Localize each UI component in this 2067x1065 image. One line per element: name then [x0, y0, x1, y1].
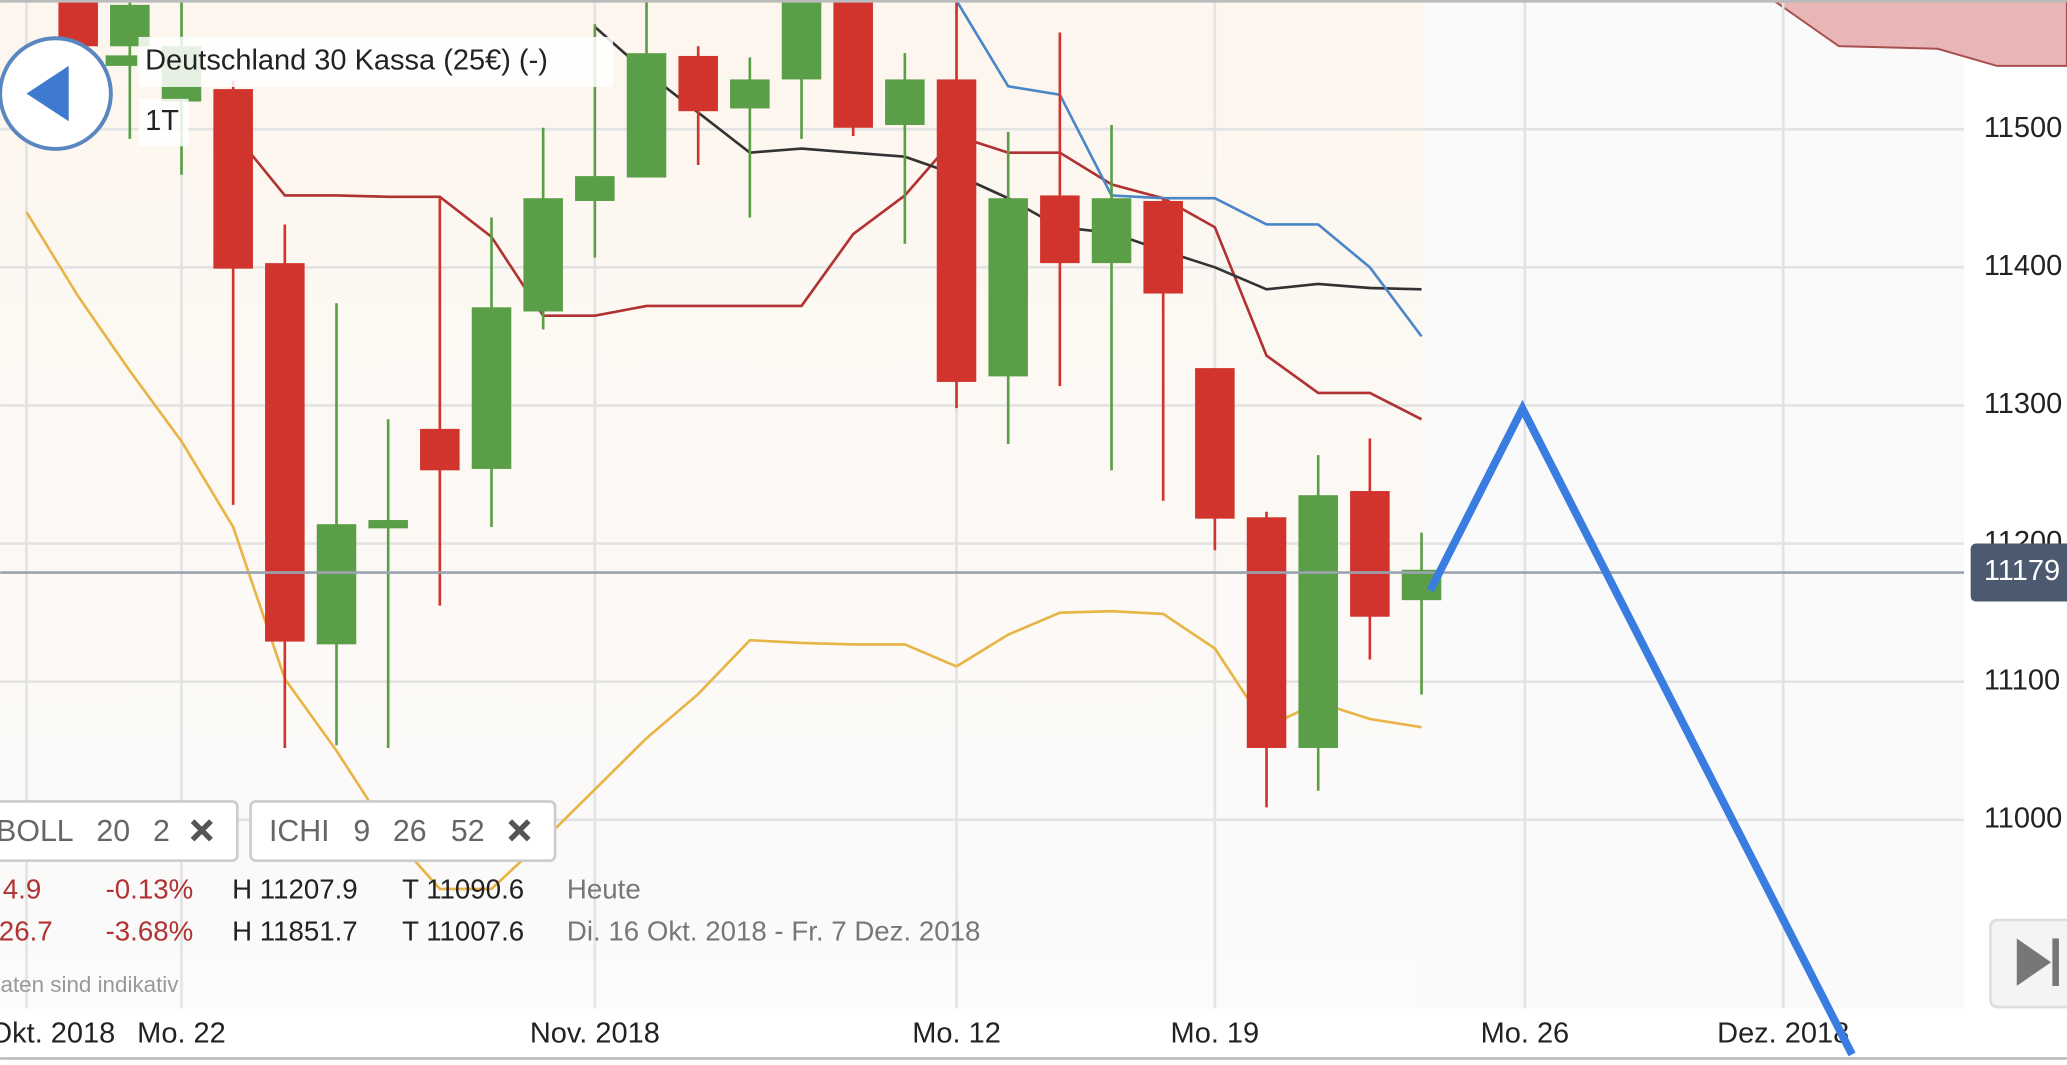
candle-body — [1040, 195, 1080, 264]
legend-icon — [105, 55, 138, 66]
indicator-param: 26 — [393, 815, 427, 848]
stat-period: Di. 16 Okt. 2018 - Fr. 7 Dez. 2018 — [567, 916, 981, 947]
candle-body — [213, 89, 253, 269]
candle-body — [1143, 200, 1183, 294]
x-tick-label: Dez. 2018 — [1717, 1017, 1849, 1049]
instrument-title: Deutschland 30 Kassa (25€) (-) — [145, 45, 548, 77]
candle-body — [420, 428, 460, 471]
candle-body — [936, 79, 977, 382]
indicator-param: 52 — [451, 815, 485, 848]
remove-indicator[interactable] — [190, 819, 213, 842]
overlay-ui: Deutschland 30 Kassa (25€) (-) 1T BOLL 2… — [0, 36, 2067, 1009]
y-tick-label: 11100 — [1984, 664, 2060, 696]
x-tick-label: Mo. 12 — [912, 1017, 1001, 1049]
indicator-param: 2 — [153, 815, 170, 848]
x-tick-label: Okt. 2018 — [0, 1017, 115, 1049]
candle-body — [833, 0, 873, 128]
legend-bg — [138, 36, 614, 87]
stat-change: -26.7 — [0, 916, 53, 947]
candle-body — [316, 524, 357, 645]
drawn-trend-line — [1426, 399, 1856, 1057]
indicator-chip[interactable] — [249, 800, 557, 863]
candle-body — [781, 0, 822, 80]
candle-body — [626, 53, 667, 178]
candle-body — [368, 520, 408, 529]
y-tick-label: 11400 — [1984, 250, 2062, 282]
x-tick-label: Mo. 22 — [137, 1017, 226, 1049]
indicator-name: ICHI — [269, 815, 330, 848]
disclaimer: Daten sind indikativ — [0, 972, 179, 997]
indicator-param: 20 — [96, 815, 130, 848]
price-tag — [1970, 543, 2067, 602]
candle-body — [885, 79, 925, 126]
candle-body — [523, 198, 563, 312]
back-icon — [26, 65, 69, 122]
candle-body — [1195, 368, 1235, 519]
candle-body — [1246, 517, 1287, 748]
stat-pct: -0.13% — [106, 873, 194, 904]
x-tick-label: Mo. 26 — [1481, 1017, 1570, 1049]
candle-body — [1091, 198, 1132, 264]
jump-icon — [2016, 938, 2052, 986]
x-tick-label: Mo. 19 — [1171, 1017, 1260, 1049]
y-tick-label: 11500 — [1984, 112, 2062, 144]
indicator-line — [955, 0, 1423, 338]
jump-icon — [2052, 938, 2059, 986]
candle-body — [471, 307, 512, 469]
price-tag-label: 11179 — [1984, 555, 2060, 587]
candle-body — [265, 263, 305, 642]
candle-body — [730, 79, 770, 109]
y-tick-label: 11000 — [1984, 802, 2062, 834]
indicator-chip[interactable] — [0, 800, 239, 863]
indicator-param: 9 — [353, 815, 370, 848]
candle-body — [678, 55, 718, 112]
candle-body — [1350, 491, 1390, 617]
ichimoku-cloud — [1771, 0, 2067, 67]
candle-body — [1298, 495, 1338, 748]
candle-body — [988, 198, 1028, 377]
remove-indicator[interactable] — [508, 819, 531, 842]
stat-high: H 11207.9 — [232, 873, 358, 904]
indicator-line — [232, 131, 1423, 421]
stat-period: Heute — [567, 873, 641, 904]
indicator-line — [25, 211, 1422, 891]
stat-low: T 11007.6 — [402, 916, 524, 947]
stat-pct: -3.68% — [106, 916, 194, 947]
stat-low: T 11090.6 — [402, 873, 524, 904]
stat-high: H 11851.7 — [232, 916, 358, 947]
plot — [0, 0, 1965, 891]
x-tick-label: Nov. 2018 — [530, 1017, 660, 1049]
y-tick-label: 11300 — [1984, 388, 2062, 420]
interval-bg — [138, 98, 189, 147]
candle-body — [575, 176, 615, 201]
stat-change: 4.9 — [3, 873, 41, 904]
interval: 1T — [145, 105, 179, 137]
indicator-name: BOLL — [0, 815, 74, 848]
